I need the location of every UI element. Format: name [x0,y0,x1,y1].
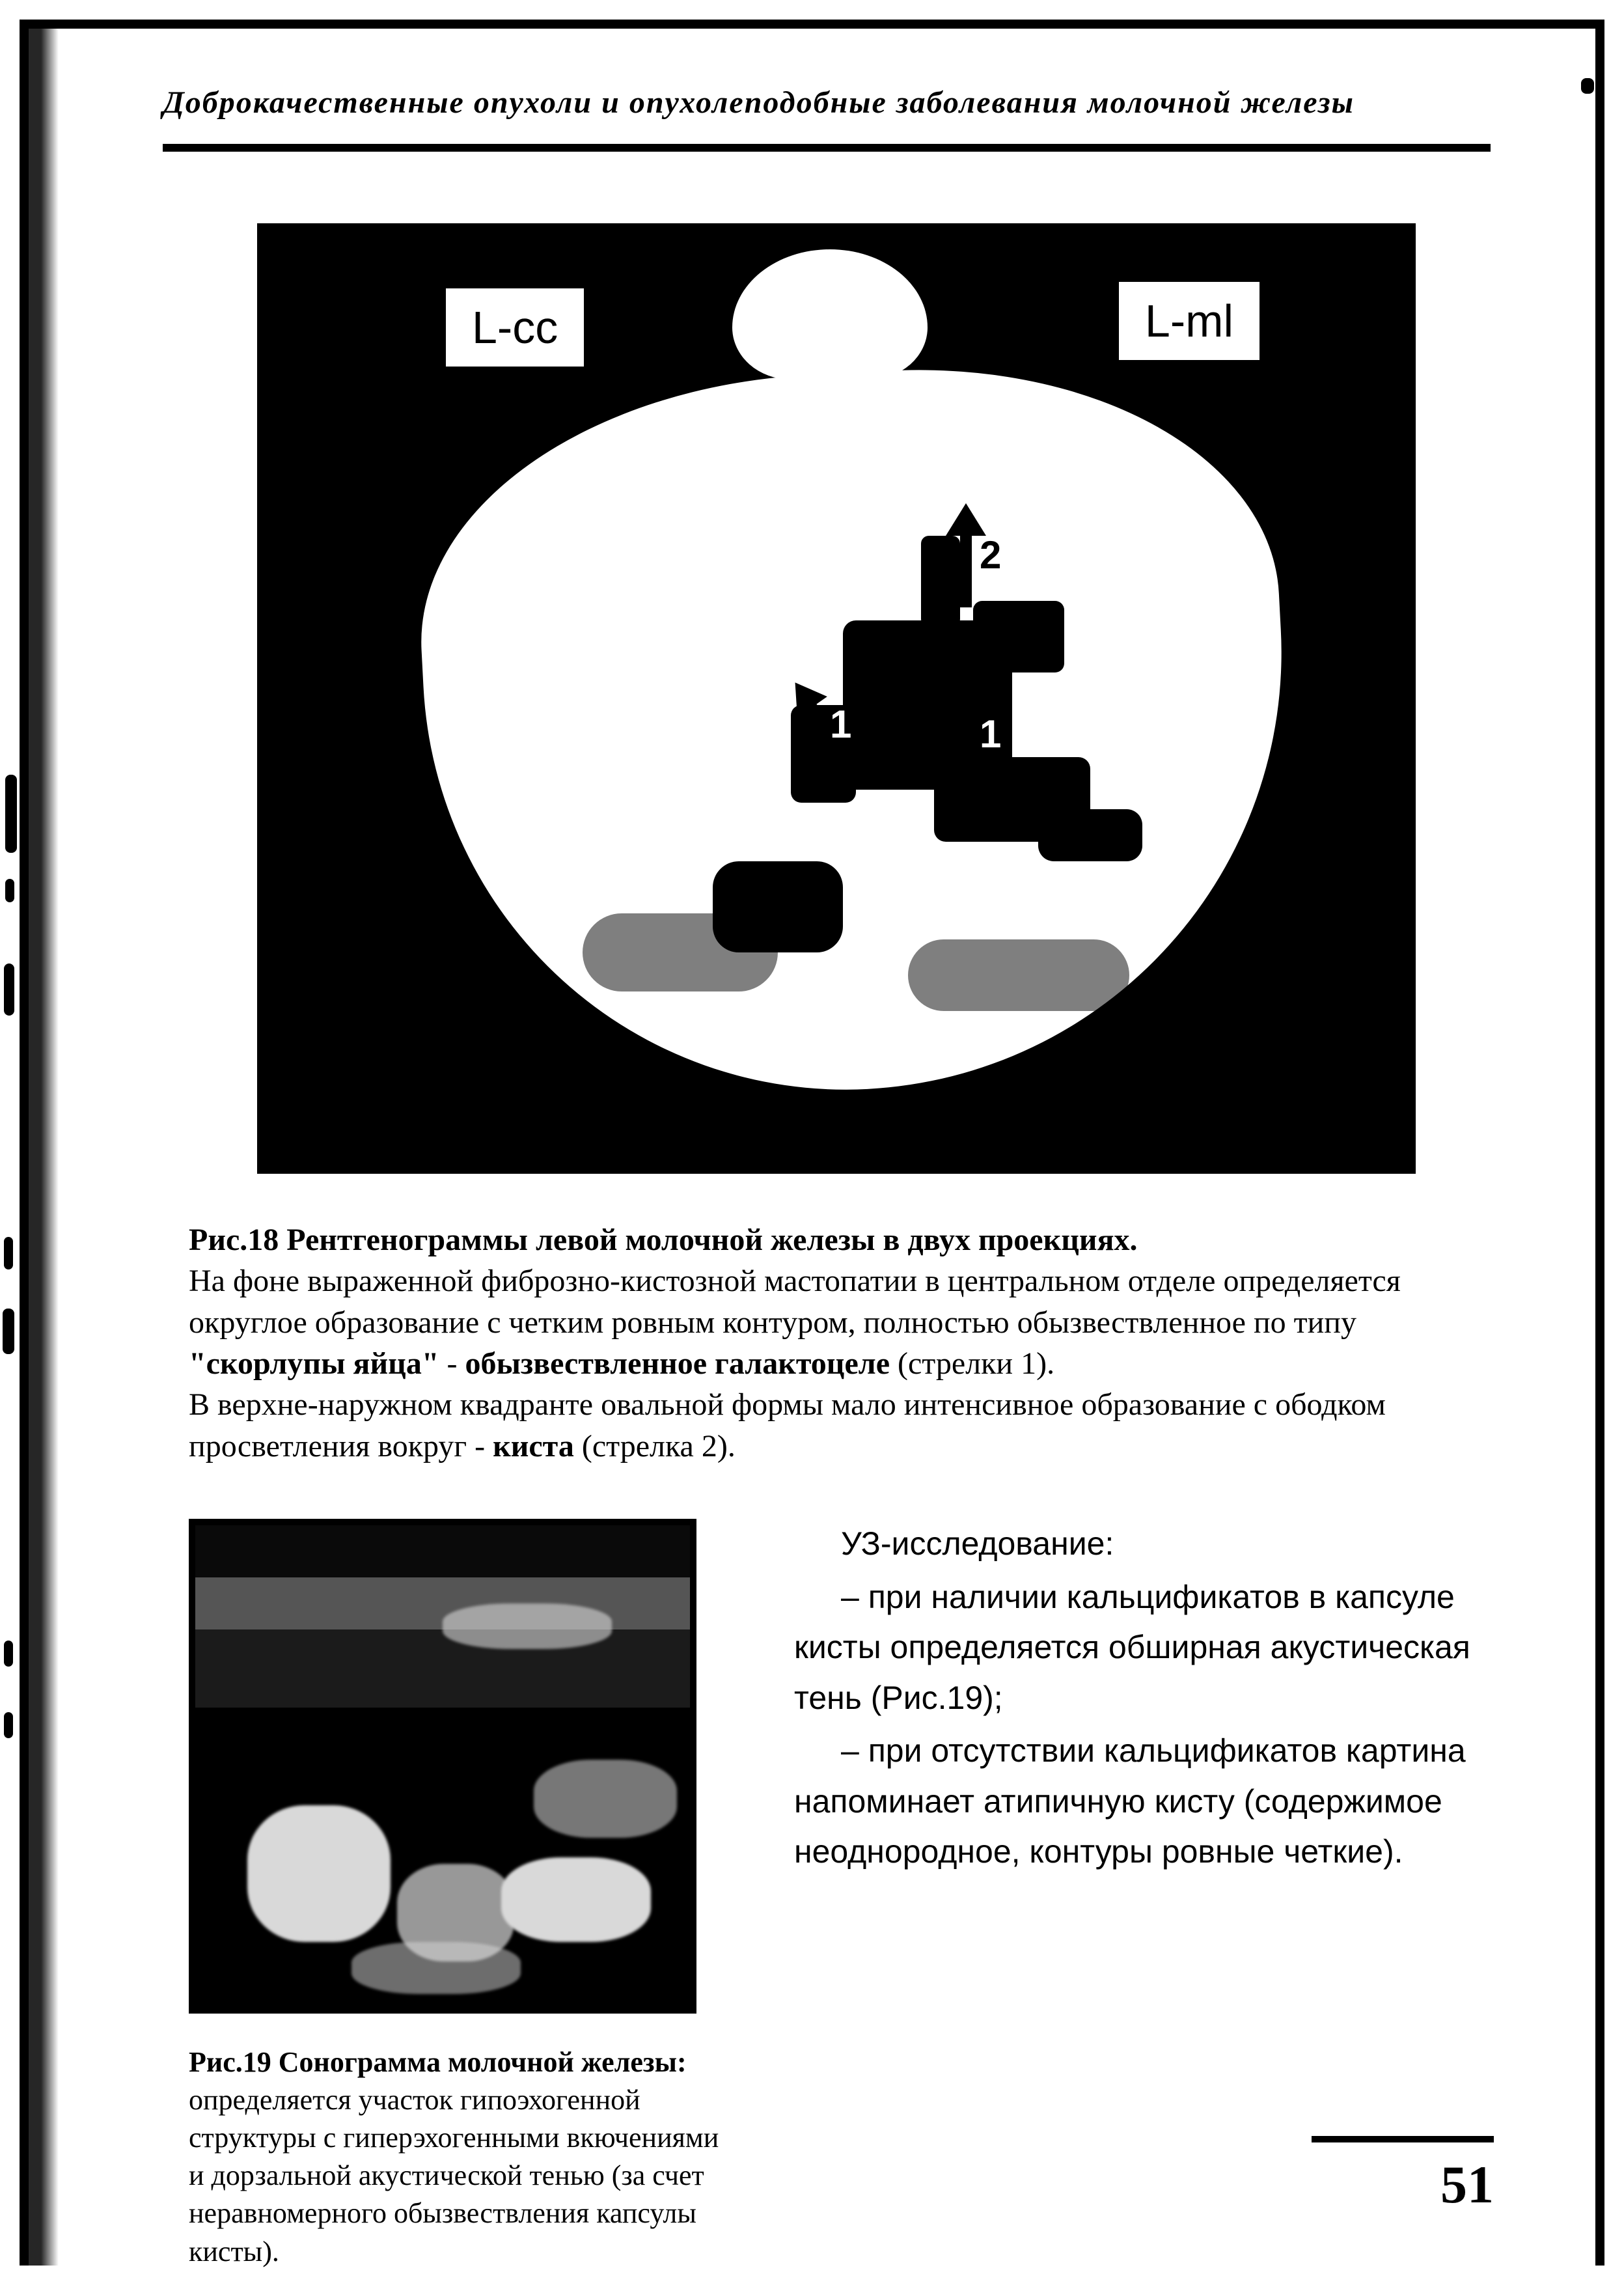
ultrasound-findings: УЗ-исследование: – при наличии кальцифик… [794,1519,1491,1880]
scan-artifact [3,1309,14,1354]
lesion-region [973,601,1064,672]
figure-18-title: Рис.18 Рентгенограммы левой молочной жел… [189,1223,1138,1257]
scan-artifact [1581,78,1594,94]
lesion-region [921,536,960,627]
lesion-region [583,913,778,991]
content-area: L-cc L-ml 2 1 1 Рис.18 Рентгенограммы ле… [59,152,1569,2271]
scan-artifact [5,775,17,853]
figure-19-title: Рис.19 Сонограмма молочной железы: [189,2046,687,2078]
arrow-2-label: 2 [980,533,1001,577]
figure-19-caption: Рис.19 Сонограмма молочной железы: опред… [189,2044,723,2270]
projection-label-lml: L-ml [1119,282,1259,360]
figure-18-mammogram: L-cc L-ml 2 1 1 [257,223,1416,1174]
figure-19-column: Рис.19 Сонограмма молочной железы: опред… [189,1519,723,2270]
scan-artifact [4,963,14,1016]
tissue-shape [732,249,928,380]
page-footer: 51 [1312,2136,1494,2215]
sono-echogenic [247,1805,391,1942]
caption-text: (стрелка 2). [574,1429,736,1463]
sono-layer [195,1629,690,1708]
arrow-1-label: 1 [830,702,851,747]
lesion-region [1038,809,1142,861]
page-content: Доброкачественные опухоли и опухолеподоб… [59,39,1569,2271]
caption-text: (стрелки 1). [890,1346,1054,1381]
sono-echogenic [501,1857,651,1942]
exam-heading: УЗ-исследование: [794,1519,1491,1570]
figure-18-caption: Рис.18 Рентгенограммы левой молочной жел… [189,1219,1484,1467]
sono-echogenic [443,1603,612,1649]
scan-artifact [4,1641,13,1667]
sono-echogenic [534,1760,677,1838]
exam-item: – при отсутствии кальцификатов картина н… [794,1726,1491,1878]
caption-text: - [439,1346,465,1381]
footer-rule [1312,2136,1494,2142]
lesion-region [908,939,1129,1011]
caption-text: В верхне-наружном квадранте овальной фор… [189,1387,1386,1463]
projection-label-lcc: L-cc [446,288,584,367]
sono-echogenic [351,1942,521,1994]
header-rule [163,144,1491,152]
scan-artifact [4,1237,13,1269]
figure-19-sonogram [189,1519,696,2014]
sono-layer [195,1525,690,1577]
two-column-block: Рис.19 Сонограмма молочной железы: опред… [189,1519,1491,2270]
caption-text: определяется участок гипоэхогенной струк… [189,2084,719,2267]
scan-artifact [5,879,14,902]
scan-edge-shadow [20,20,59,2266]
arrow-1-label: 1 [980,712,1001,756]
scan-artifact [4,1712,13,1738]
caption-text: На фоне выраженной фиброзно-кистозной ма… [189,1264,1401,1339]
caption-keyword: киста [493,1429,574,1463]
caption-quote: "скорлупы яйца" [189,1346,439,1381]
exam-item: – при наличии кальцификатов в капсуле ки… [794,1572,1491,1724]
running-header: Доброкачественные опухоли и опухолеподоб… [59,39,1569,133]
caption-keyword: обызвествленное галактоцеле [465,1346,890,1381]
page-number: 51 [1312,2154,1494,2215]
